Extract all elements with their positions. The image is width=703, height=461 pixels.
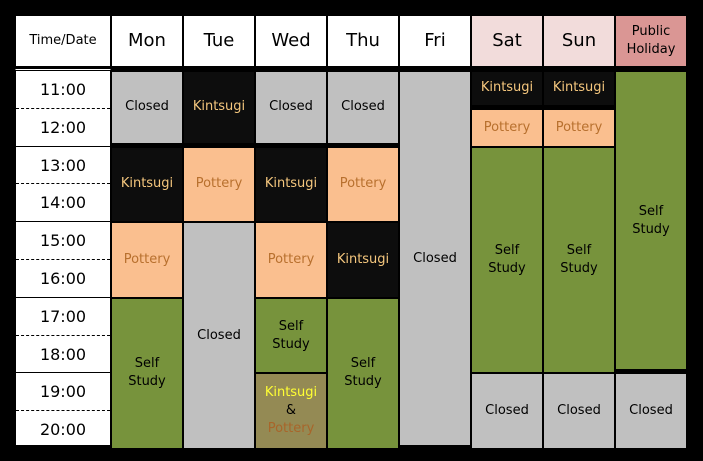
day-header-fri: Fri [399, 15, 471, 67]
day-header-sun: Sun [543, 15, 615, 67]
pottery-block: Pottery [111, 222, 183, 298]
closed-block: Closed [615, 373, 687, 449]
time-label: 12:00 [16, 109, 110, 147]
self-block: Self Study [327, 297, 399, 449]
closed-block: Closed [111, 71, 183, 144]
time-label: 15:00 [16, 222, 110, 260]
day-header-mon: Mon [111, 15, 183, 67]
day-header-wed: Wed [255, 15, 327, 67]
kintsugi-block: Kintsugi [543, 71, 615, 106]
time-label: 19:00 [16, 373, 110, 412]
self-block: Self Study [255, 297, 327, 374]
time-label: 18:00 [16, 336, 110, 374]
self-block: Self Study [543, 146, 615, 374]
closed-block: Closed [183, 222, 255, 449]
closed-block: Closed [255, 71, 327, 144]
kintsugi-block: Kintsugi [255, 146, 327, 223]
day-header-public-holiday: Public Holiday [615, 15, 687, 67]
closed-block: Closed [327, 71, 399, 144]
combo-block: Kintsugi & Pottery [255, 373, 327, 449]
kintsugi-block: Kintsugi [471, 71, 543, 106]
pottery-block: Pottery [543, 108, 615, 147]
time-label: 16:00 [16, 260, 110, 298]
time-date-header: Time/Date [15, 15, 111, 67]
self-block: Self Study [471, 146, 543, 374]
kintsugi-block: Kintsugi [327, 222, 399, 298]
day-header-thu: Thu [327, 15, 399, 67]
schedule-table: Time/Date 11:00 12:00 13:00 14:00 15:00 16:00… [15, 15, 687, 449]
time-label: 20:00 [39, 420, 87, 440]
closed-block: Closed [471, 373, 543, 449]
pottery-block: Pottery [183, 146, 255, 223]
self-block: Self Study [111, 297, 183, 449]
closed-block: Closed [543, 373, 615, 449]
pottery-block: Pottery [327, 146, 399, 223]
self-block: Self Study [615, 71, 687, 371]
pottery-block: Pottery [255, 222, 327, 298]
kintsugi-block: Kintsugi [111, 146, 183, 223]
kintsugi-block: Kintsugi [183, 71, 255, 144]
time-label: 11:00 [16, 71, 110, 109]
day-header-sat: Sat [471, 15, 543, 67]
time-column: 11:00 12:00 13:00 14:00 15:00 16:00 17:00 18:00… [15, 68, 111, 446]
pottery-block: Pottery [471, 108, 543, 147]
day-header-tue: Tue [183, 15, 255, 67]
time-label: 17:00 [16, 298, 110, 336]
closed-block: Closed [399, 71, 471, 446]
time-label: 14:00 [16, 184, 110, 223]
time-label: 13:00 [16, 147, 110, 185]
